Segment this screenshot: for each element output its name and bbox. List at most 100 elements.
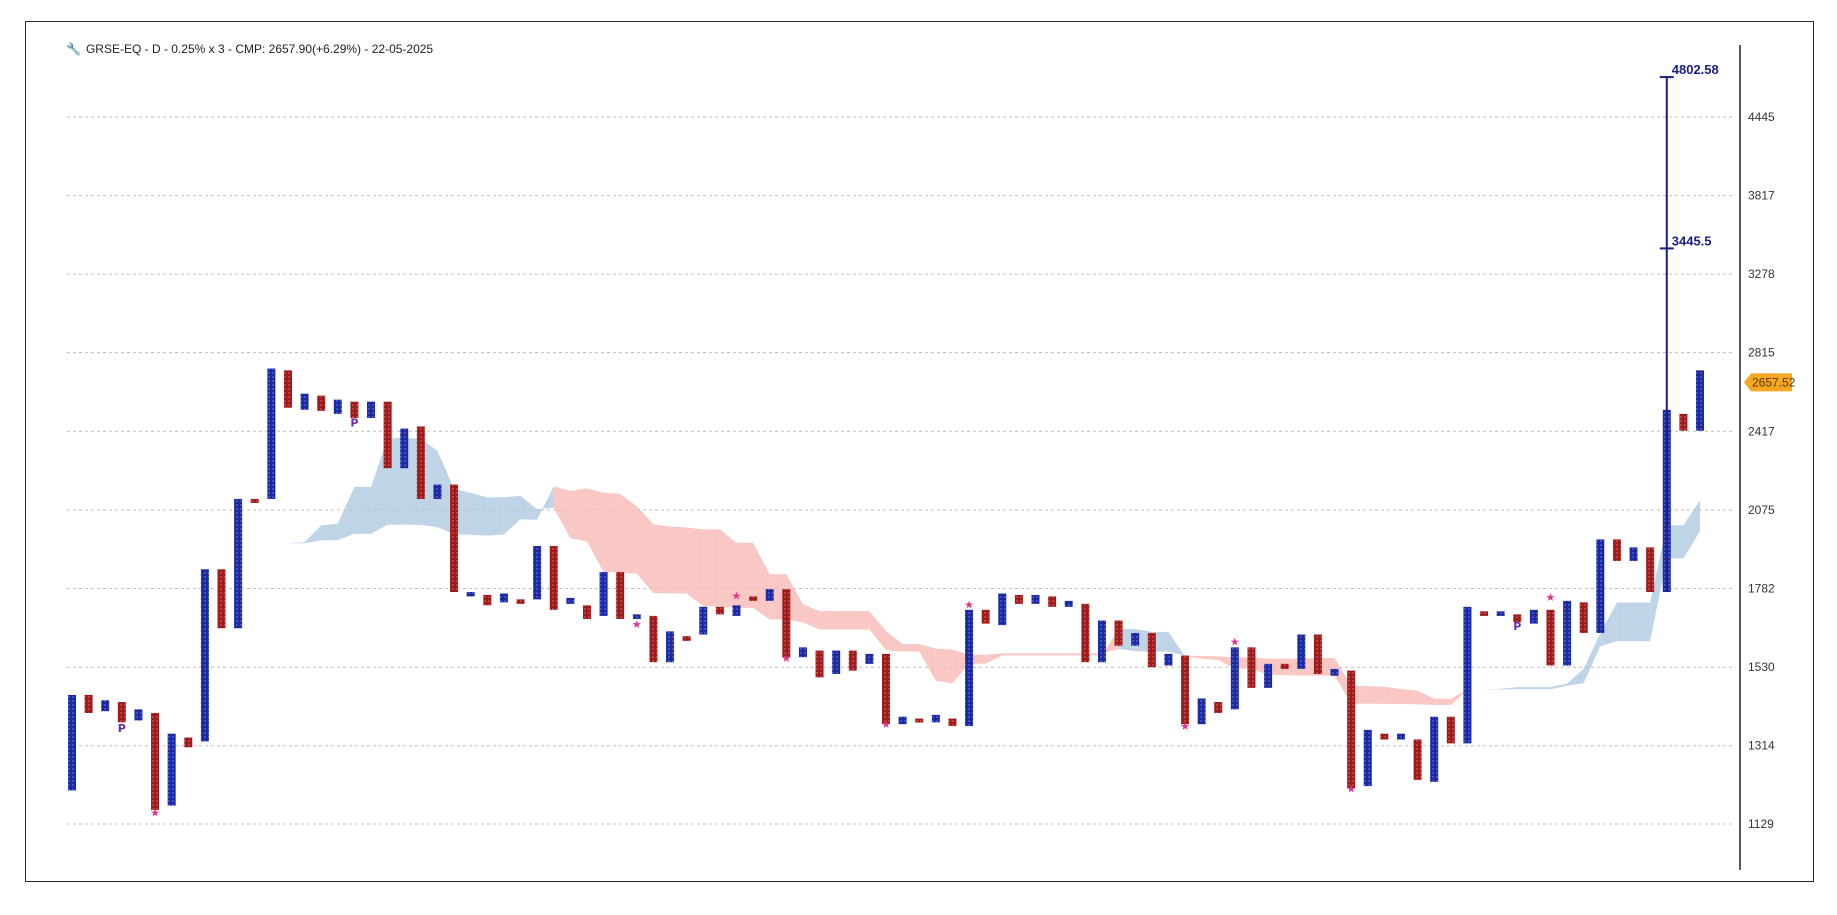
bear-cloud — [570, 488, 587, 542]
cmp-tag-shape — [1744, 373, 1792, 392]
down-bar — [1214, 702, 1223, 714]
up-bar — [566, 597, 575, 604]
up-bar — [167, 733, 176, 806]
bear-cloud — [1317, 658, 1335, 676]
y-tick-label: 2815 — [1748, 346, 1775, 360]
up-bar — [333, 399, 342, 414]
up-bar — [300, 393, 309, 410]
bear-cloud — [620, 493, 637, 574]
down-bar — [1513, 614, 1522, 623]
bear-cloud — [1101, 628, 1119, 656]
bull-cloud — [1533, 687, 1551, 690]
down-bar — [915, 718, 924, 723]
up-bar — [1131, 632, 1140, 646]
bear-cloud — [703, 529, 720, 607]
down-bar — [682, 636, 691, 641]
down-bar — [84, 694, 93, 714]
bull-cloud — [1168, 631, 1186, 657]
bull-cloud — [1600, 602, 1617, 647]
bear-cloud — [603, 492, 621, 573]
bull-cloud — [537, 486, 554, 520]
bull-cloud — [1616, 602, 1634, 642]
target-label-mid: 3445.5 — [1672, 233, 1712, 248]
down-bar — [1413, 739, 1422, 780]
down-bar — [948, 718, 957, 727]
bear-cloud — [1234, 657, 1252, 669]
bull-cloud — [1151, 631, 1169, 652]
bear-cloud — [985, 653, 1003, 664]
up-bar — [898, 716, 907, 725]
bull-cloud — [1550, 683, 1568, 690]
y-tick-label: 1314 — [1748, 739, 1775, 753]
bear-cloud — [1185, 655, 1202, 659]
bear-cloud — [969, 654, 986, 664]
bull-cloud — [1683, 500, 1700, 559]
bear-cloud — [886, 631, 903, 652]
up-bar — [865, 653, 874, 664]
bear-cloud — [653, 524, 671, 594]
bear-cloud — [852, 611, 870, 630]
up-bar — [1596, 539, 1605, 633]
up-bar — [1197, 698, 1206, 725]
bear-cloud — [1218, 656, 1235, 669]
bear-cloud — [802, 604, 820, 630]
wrench-icon[interactable]: 🔧 — [66, 42, 81, 56]
star-marker: ★ — [1180, 720, 1190, 733]
down-bar — [1480, 611, 1489, 616]
cmp-tag-label: 2657.52 — [1752, 375, 1796, 389]
star-marker: ★ — [964, 598, 974, 611]
down-bar — [782, 589, 791, 658]
up-bar — [400, 428, 409, 469]
bear-cloud — [586, 488, 604, 573]
up-bar — [200, 569, 209, 742]
down-bar — [649, 615, 658, 663]
target-label-high: 4802.58 — [1672, 62, 1719, 77]
bear-cloud — [719, 529, 737, 608]
down-bar — [882, 653, 890, 725]
bull-cloud — [321, 523, 338, 541]
star-marker: ★ — [632, 618, 642, 631]
bear-cloud — [736, 542, 754, 608]
y-tick-label: 2417 — [1748, 424, 1775, 438]
star-marker: ★ — [781, 652, 791, 665]
down-bar — [483, 594, 492, 606]
bull-cloud — [487, 497, 504, 536]
bear-cloud — [1085, 653, 1102, 656]
up-bar — [234, 498, 243, 629]
up-bar — [499, 593, 508, 603]
up-bar — [433, 484, 442, 499]
down-bar — [450, 484, 459, 593]
bear-cloud — [1002, 653, 1019, 656]
down-bar — [516, 599, 525, 604]
bull-cloud — [337, 486, 355, 541]
up-bar — [1297, 634, 1306, 669]
bear-cloud — [919, 643, 936, 681]
down-bar — [1181, 655, 1190, 725]
down-bar — [1014, 594, 1023, 604]
y-tick-label: 3278 — [1748, 267, 1775, 281]
up-bar — [101, 700, 110, 712]
bear-cloud — [769, 574, 787, 620]
bull-cloud — [1118, 628, 1136, 652]
bull-cloud — [1583, 632, 1601, 684]
up-bar — [599, 572, 608, 616]
bear-cloud — [1068, 653, 1086, 656]
cmp-tag: 2657.52 — [1744, 373, 1796, 392]
y-tick-label: 1530 — [1748, 660, 1775, 674]
up-bar — [1430, 716, 1439, 782]
bull-cloud — [1517, 687, 1534, 690]
up-bar — [632, 614, 641, 619]
star-marker: ★ — [881, 718, 891, 731]
up-bar — [1463, 606, 1472, 744]
up-bar — [965, 609, 974, 727]
chart-title-bar: 🔧 GRSE-EQ - D - 0.25% x 3 - CMP: 2657.90… — [66, 42, 433, 56]
star-marker: ★ — [732, 589, 742, 602]
bear-cloud — [553, 486, 571, 539]
up-bar — [367, 401, 376, 419]
bull-cloud — [454, 489, 471, 535]
up-bar — [1396, 733, 1405, 740]
bull-cloud — [420, 438, 438, 528]
down-bar — [350, 401, 359, 419]
bear-cloud — [1367, 686, 1385, 704]
